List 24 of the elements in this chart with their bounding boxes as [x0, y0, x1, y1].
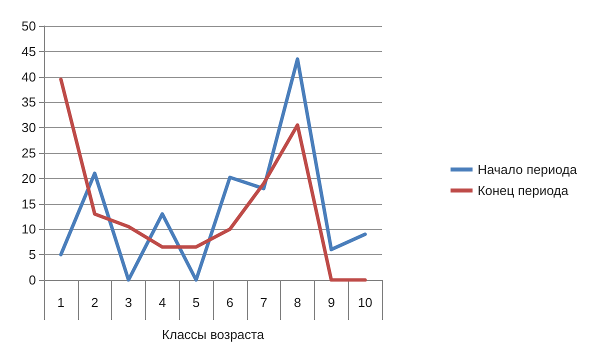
- x-tick-label: 1: [57, 295, 65, 310]
- x-tick-label: 7: [260, 295, 268, 310]
- y-tick-label: 50: [22, 18, 36, 34]
- legend-label: Конец периода: [478, 183, 570, 198]
- y-tick-label: 40: [22, 69, 36, 84]
- y-tick-label: 0: [28, 272, 36, 288]
- y-tick-label: 25: [22, 146, 36, 160]
- x-tick-label: 2: [91, 295, 98, 310]
- x-tick-label: 8: [294, 295, 302, 310]
- x-tick-label: 5: [192, 295, 200, 310]
- legend-label: Начало периода: [478, 162, 578, 177]
- x-tick-label: 4: [158, 295, 166, 310]
- y-tick-label: 15: [22, 196, 36, 212]
- x-tick-label: 10: [358, 295, 372, 310]
- x-tick-label: 3: [124, 295, 132, 310]
- y-tick-label: 35: [22, 94, 36, 110]
- x-tick-label: 9: [328, 295, 335, 310]
- y-tick-label: 45: [22, 44, 36, 59]
- y-tick-label: 20: [22, 170, 36, 186]
- y-tick-label: 5: [28, 247, 36, 262]
- y-tick-label: 30: [22, 120, 36, 136]
- x-tick-label: 6: [226, 295, 234, 310]
- y-tick-label: 10: [22, 222, 36, 237]
- x-axis-title: Классы возраста: [162, 327, 265, 342]
